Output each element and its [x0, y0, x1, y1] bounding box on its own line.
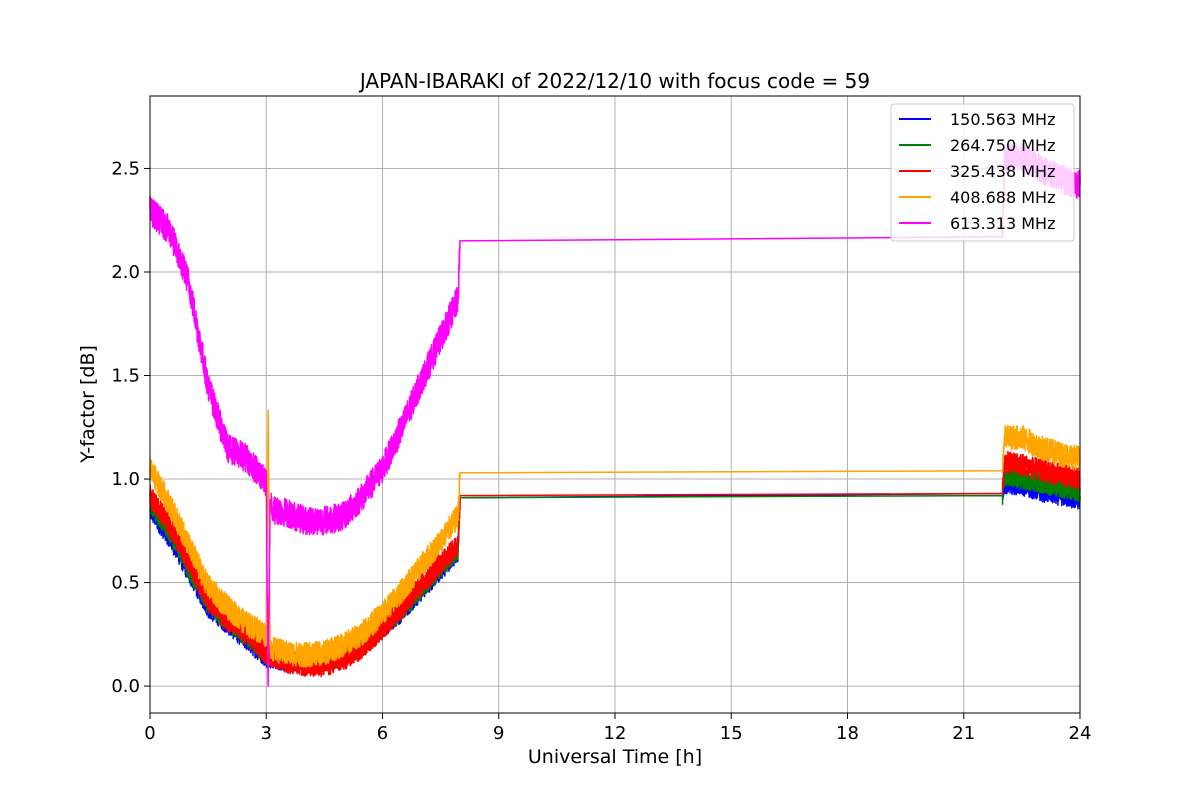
x-axis-ticks: 0 3 6 9 12 15 18 21 24 [144, 713, 1091, 744]
x-tick-label: 12 [604, 723, 627, 744]
series-lines [149, 143, 1081, 687]
y-axis-ticks: 0.0 0.5 1.0 1.5 2.0 2.5 [111, 158, 150, 697]
legend: 150.563 MHz 264.750 MHz 325.438 MHz 408.688… [890, 103, 1075, 242]
y-tick-label: 2.0 [111, 262, 140, 283]
x-tick-label: 0 [144, 723, 155, 744]
series-line [149, 450, 1081, 678]
chart-title: JAPAN-IBARAKI of 2022/12/10 with focus c… [358, 69, 870, 93]
legend-box [890, 103, 1075, 242]
legend-label: 613.313 MHz [950, 214, 1055, 233]
x-tick-label: 21 [952, 723, 975, 744]
x-tick-label: 6 [377, 723, 388, 744]
x-axis-label: Universal Time [h] [528, 746, 702, 768]
series-line [149, 409, 1081, 668]
legend-label: 408.688 MHz [950, 188, 1055, 207]
legend-label: 325.438 MHz [950, 162, 1055, 181]
y-axis-label: Y-factor [dB] [77, 345, 99, 464]
x-tick-label: 15 [720, 723, 743, 744]
legend-label: 264.750 MHz [950, 136, 1055, 155]
y-tick-label: 1.5 [111, 366, 140, 387]
x-tick-label: 24 [1069, 723, 1092, 744]
y-tick-label: 2.5 [111, 158, 140, 179]
y-tick-label: 0.0 [111, 676, 140, 697]
x-tick-label: 3 [261, 723, 272, 744]
y-tick-label: 0.5 [111, 573, 140, 594]
grid-lines [149, 96, 1081, 713]
y-tick-label: 1.0 [111, 469, 140, 490]
x-tick-label: 9 [493, 723, 504, 744]
x-tick-label: 18 [836, 723, 859, 744]
legend-label: 150.563 MHz [950, 110, 1055, 129]
